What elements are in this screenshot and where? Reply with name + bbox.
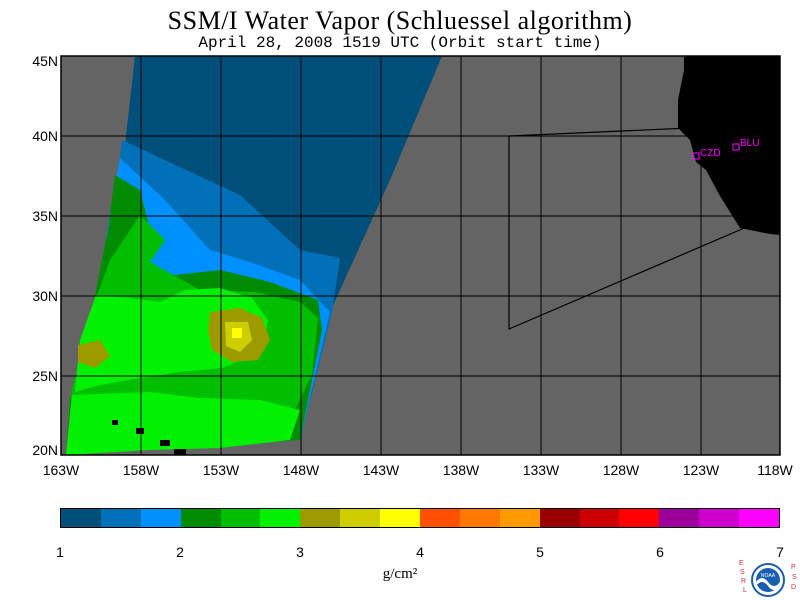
colorbar-swatch	[140, 509, 181, 527]
colorbar-swatch	[499, 509, 540, 527]
logo-letter: R	[741, 578, 747, 585]
lon-label-148w: 148W	[282, 462, 320, 478]
island-kauai	[112, 420, 118, 425]
colorbar-swatch	[579, 509, 620, 527]
svg-text:NOAA: NOAA	[761, 573, 776, 579]
lat-label-25n: 25N	[32, 368, 58, 384]
colorbar-swatch	[180, 509, 221, 527]
lon-label-128w: 128W	[602, 462, 640, 478]
logo-letter: S	[740, 569, 745, 576]
lat-label-20n: 20N	[32, 442, 58, 458]
colorbar-swatch	[340, 509, 381, 527]
logo-letter: E	[739, 560, 744, 567]
lon-label-123w: 123W	[682, 462, 720, 478]
map-frame	[60, 55, 781, 456]
lon-label-133w: 133W	[522, 462, 560, 478]
colorbar-tick-4: 4	[416, 544, 424, 560]
colorbar-tick-7: 7	[776, 544, 784, 560]
colorbar-tick-5: 5	[536, 544, 544, 560]
colorbar-swatch	[739, 509, 780, 527]
lon-label-118w: 118W	[757, 462, 793, 478]
lon-label-143w: 143W	[362, 462, 400, 478]
vapor-zone-3.67-4	[232, 328, 242, 338]
graticule	[61, 56, 780, 455]
page-subtitle: April 28, 2008 1519 UTC (Orbit start tim…	[198, 34, 602, 52]
colorbar-swatch	[619, 509, 660, 527]
logo-letter: P	[791, 564, 796, 571]
lat-label-35n: 35N	[32, 208, 58, 224]
colorbar-swatch	[659, 509, 700, 527]
colorbar-swatch	[61, 509, 101, 527]
colorbar-swatch	[459, 509, 500, 527]
island-oahu	[136, 428, 144, 434]
colorbar-swatch	[380, 509, 421, 527]
land-california	[678, 56, 780, 235]
colorbar-swatch	[100, 509, 141, 527]
colorbar	[60, 508, 780, 528]
station-czd-label: CZD	[700, 148, 721, 159]
logo-letter: L	[743, 587, 747, 594]
logo-letter: D	[791, 584, 797, 591]
colorbar-swatch	[300, 509, 341, 527]
lat-label-45n: 45N	[32, 53, 58, 69]
domain-outline-top	[508, 127, 691, 137]
lat-label-40n: 40N	[32, 128, 58, 144]
noaa-esrl-psd-logo: E S R L NOAA P S D	[737, 560, 799, 600]
colorbar-tick-6: 6	[656, 544, 664, 560]
lon-label-153w: 153W	[202, 462, 240, 478]
lon-label-163w: 163W	[42, 462, 80, 478]
colorbar-tick-2: 2	[176, 544, 184, 560]
colorbar-swatch	[220, 509, 261, 527]
station-czd-marker	[692, 152, 700, 160]
lat-label-30n: 30N	[32, 288, 58, 304]
logo-letter: S	[792, 574, 797, 581]
colorbar-tick-3: 3	[296, 544, 304, 560]
station-blu-label: BLU	[740, 138, 759, 149]
colorbar-swatch	[420, 509, 460, 527]
lon-label-158w: 158W	[122, 462, 160, 478]
colorbar-swatch	[699, 509, 740, 527]
page-title: SSM/I Water Vapor (Schluessel algorithm)	[167, 6, 633, 35]
vapor-zone-3-3.33-west	[78, 340, 110, 368]
vapor-zone-2.67-3-south	[66, 392, 300, 455]
lon-label-138w: 138W	[442, 462, 480, 478]
station-markers: CZD BLU	[692, 138, 759, 160]
colorbar-swatch	[539, 509, 580, 527]
colorbar-tick-1: 1	[56, 544, 64, 560]
colorbar-swatch	[260, 509, 301, 527]
island-hawaii	[174, 449, 186, 455]
station-blu-marker	[732, 143, 740, 151]
colorbar-units: g/cm²	[382, 566, 418, 582]
domain-outline	[508, 136, 750, 330]
island-maui	[160, 440, 170, 446]
noaa-emblem-icon: NOAA	[751, 563, 785, 597]
